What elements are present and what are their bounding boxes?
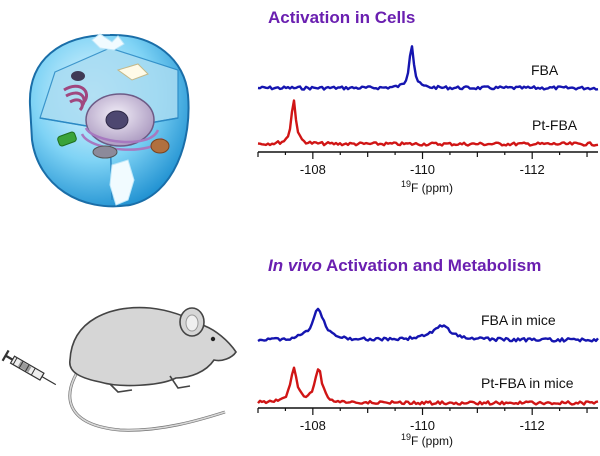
mouse-body xyxy=(69,306,237,387)
title-rest: Activation and Metabolism xyxy=(321,256,542,275)
chloroplast-green xyxy=(57,131,77,147)
mouse-paw-back xyxy=(109,383,133,393)
nucleolus xyxy=(105,110,129,130)
syringe xyxy=(1,349,57,386)
membrane-tear-top xyxy=(91,33,125,51)
tick-label-112: -112 xyxy=(520,418,545,433)
cell-illustration xyxy=(28,33,190,208)
series-line-pt-fba-in-mice xyxy=(257,366,599,406)
chart-title-cells: Activation in Cells xyxy=(268,8,416,27)
series-label-fba: FBA xyxy=(531,62,559,78)
tick-label-110: -110 xyxy=(410,418,435,433)
tick-label-112: -112 xyxy=(520,162,545,177)
series-label-pt-fba: Pt-FBA xyxy=(532,117,578,133)
vesicle xyxy=(116,63,149,81)
organelle-gray xyxy=(92,145,118,159)
x-axis-ticks xyxy=(257,152,588,159)
series-line-fba-in-mice xyxy=(257,307,599,343)
mouse-illustration xyxy=(1,306,237,432)
x-axis-label: 19F (ppm) xyxy=(401,432,453,448)
x-axis-ticks xyxy=(257,408,588,415)
mouse-tail-inner xyxy=(69,364,226,432)
mouse-ear-inner xyxy=(185,314,199,332)
series-line-fba xyxy=(257,45,599,91)
nmr-chart-in-vivo: FBA in mice Pt-FBA in mice -108 -110 -11… xyxy=(257,307,599,448)
x-axis-label: 19F (ppm) xyxy=(401,179,453,195)
title-italic: In vivo xyxy=(268,256,322,275)
tick-label-108: -108 xyxy=(300,162,326,177)
chart-title-in-vivo: In vivo Activation and Metabolism xyxy=(268,256,541,276)
mouse-paw-front xyxy=(169,375,191,389)
series-label-fba-in-mice: FBA in mice xyxy=(481,312,556,328)
golgi xyxy=(63,84,88,112)
mitochondrion xyxy=(150,138,170,154)
series-label-pt-fba-in-mice: Pt-FBA in mice xyxy=(481,375,574,391)
series-line-pt-fba xyxy=(257,99,599,147)
lysosome xyxy=(71,71,85,81)
membrane-tear-bottom xyxy=(109,159,135,206)
mouse-eye xyxy=(210,336,216,342)
tick-label-108: -108 xyxy=(300,418,326,433)
tick-label-110: -110 xyxy=(410,162,435,177)
nmr-chart-cells: FBA Pt-FBA -108 -110 -112 19F (ppm) xyxy=(257,45,599,195)
